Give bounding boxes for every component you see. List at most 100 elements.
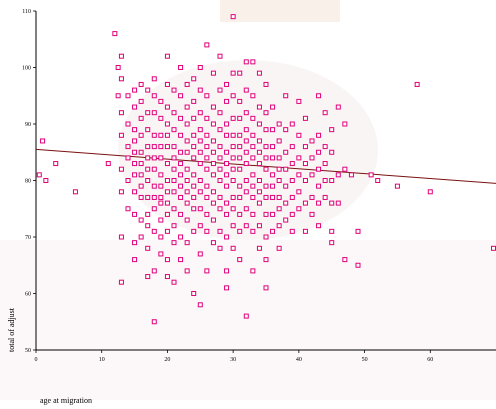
data-point bbox=[224, 183, 230, 189]
data-point bbox=[197, 127, 203, 133]
data-point bbox=[237, 257, 243, 263]
data-point bbox=[125, 206, 131, 212]
data-point bbox=[491, 245, 496, 251]
data-point bbox=[158, 172, 164, 178]
data-point bbox=[184, 81, 190, 87]
data-point bbox=[210, 104, 216, 110]
data-point bbox=[118, 132, 124, 138]
data-point bbox=[125, 93, 131, 99]
data-point bbox=[217, 194, 223, 200]
data-point bbox=[197, 189, 203, 195]
data-point bbox=[224, 132, 230, 138]
data-point bbox=[132, 257, 138, 263]
data-point bbox=[302, 200, 308, 206]
data-point bbox=[263, 234, 269, 240]
data-point bbox=[112, 31, 118, 37]
data-point bbox=[204, 93, 210, 99]
data-point bbox=[184, 268, 190, 274]
data-point bbox=[243, 189, 249, 195]
data-point bbox=[171, 127, 177, 133]
data-point bbox=[256, 149, 262, 155]
y-tick-label: 100 bbox=[22, 66, 31, 72]
data-point bbox=[115, 93, 121, 99]
data-point bbox=[197, 87, 203, 93]
data-point bbox=[263, 81, 269, 87]
data-point bbox=[263, 166, 269, 172]
data-point bbox=[243, 223, 249, 229]
data-point bbox=[250, 144, 256, 150]
data-point bbox=[151, 76, 157, 82]
data-point bbox=[296, 206, 302, 212]
data-point bbox=[145, 144, 151, 150]
data-point bbox=[132, 172, 138, 178]
data-point bbox=[132, 138, 138, 144]
data-point bbox=[309, 194, 315, 200]
data-point bbox=[224, 98, 230, 104]
data-point bbox=[316, 149, 322, 155]
data-point bbox=[289, 121, 295, 127]
data-point bbox=[283, 149, 289, 155]
data-point bbox=[105, 161, 111, 167]
data-point bbox=[283, 200, 289, 206]
y-tick-label: 60 bbox=[25, 292, 31, 298]
data-point bbox=[164, 274, 170, 280]
data-point bbox=[132, 149, 138, 155]
data-point bbox=[296, 189, 302, 195]
data-point bbox=[151, 93, 157, 99]
data-point bbox=[72, 189, 78, 195]
data-point bbox=[217, 206, 223, 212]
data-point bbox=[151, 319, 157, 325]
data-point bbox=[276, 121, 282, 127]
data-point bbox=[263, 110, 269, 116]
data-point bbox=[250, 183, 256, 189]
data-point bbox=[256, 245, 262, 251]
data-point bbox=[217, 245, 223, 251]
data-point bbox=[178, 132, 184, 138]
data-point bbox=[237, 70, 243, 76]
data-point bbox=[204, 268, 210, 274]
x-tick-label: 40 bbox=[296, 357, 302, 363]
data-point bbox=[178, 161, 184, 167]
data-point bbox=[184, 149, 190, 155]
data-point bbox=[184, 138, 190, 144]
data-point bbox=[138, 132, 144, 138]
data-point bbox=[289, 228, 295, 234]
y-tick-label: 50 bbox=[25, 348, 31, 354]
data-point bbox=[250, 172, 256, 178]
data-point bbox=[270, 194, 276, 200]
data-point bbox=[158, 251, 164, 257]
data-point bbox=[256, 121, 262, 127]
data-point bbox=[224, 234, 230, 240]
data-point bbox=[210, 121, 216, 127]
x-tick-label: 30 bbox=[230, 357, 236, 363]
data-point bbox=[184, 240, 190, 246]
data-point bbox=[210, 189, 216, 195]
data-point bbox=[237, 115, 243, 121]
data-point bbox=[316, 132, 322, 138]
data-point bbox=[256, 223, 262, 229]
data-point bbox=[243, 206, 249, 212]
data-point bbox=[243, 313, 249, 319]
data-point bbox=[256, 189, 262, 195]
data-point bbox=[250, 194, 256, 200]
data-point bbox=[217, 155, 223, 161]
data-point bbox=[184, 104, 190, 110]
data-point bbox=[243, 87, 249, 93]
data-point bbox=[316, 223, 322, 229]
data-point bbox=[230, 144, 236, 150]
data-point bbox=[164, 144, 170, 150]
data-point bbox=[132, 211, 138, 217]
data-point bbox=[243, 127, 249, 133]
data-point bbox=[191, 183, 197, 189]
data-point bbox=[178, 234, 184, 240]
data-point bbox=[316, 200, 322, 206]
data-point bbox=[184, 200, 190, 206]
data-point bbox=[184, 178, 190, 183]
data-point bbox=[145, 155, 151, 161]
data-point bbox=[171, 87, 177, 93]
data-point bbox=[237, 144, 243, 150]
data-point bbox=[204, 183, 210, 189]
data-point bbox=[250, 115, 256, 121]
y-tick-label: 70 bbox=[25, 235, 31, 241]
